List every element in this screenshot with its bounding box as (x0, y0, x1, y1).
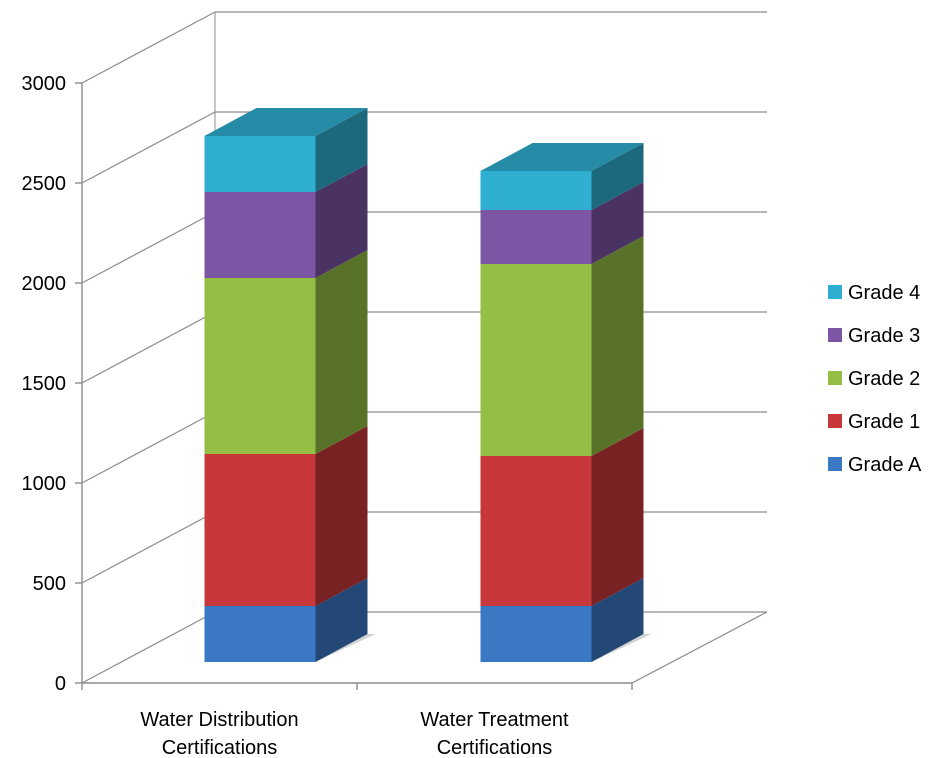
legend: Grade 4 Grade 3 Grade 2 Grade 1 Grade A (828, 282, 922, 476)
floor-right-edge (631, 611, 768, 684)
bar-segment-grade-3 (480, 210, 592, 264)
bar-segment-grade-a (204, 606, 316, 662)
gridline-side (81, 111, 216, 184)
bar-side-grade-1 (315, 426, 368, 606)
gridline-side (81, 511, 216, 584)
bar-segment-grade-1 (480, 456, 592, 606)
y-tick-label: 2500 (22, 173, 67, 195)
y-tick-label: 3000 (22, 73, 67, 95)
bar-side-grade-4 (591, 143, 644, 210)
x-category-label: Water Distribution Certifications (140, 709, 298, 758)
bar-top-grade-4 (480, 143, 644, 171)
gridline-side (81, 411, 216, 484)
bar-segment-grade-2 (480, 264, 592, 456)
x-category-label: Water Treatment Certifications (420, 709, 569, 758)
legend-swatch-grade-3 (828, 328, 842, 342)
legend-swatch-grade-2 (828, 371, 842, 385)
label-layer: 0 500 1000 1500 2000 2500 3000 Water Distributi… (22, 73, 570, 758)
gridline-side (81, 211, 216, 284)
x-category-label-line: Certifications (437, 737, 553, 758)
x-category-label-line: Water Distribution (140, 709, 298, 731)
x-category-label-line: Certifications (162, 737, 278, 758)
legend-label-grade-4: Grade 4 (848, 282, 920, 304)
legend-label-grade-a: Grade A (848, 454, 922, 476)
legend-swatch-grade-4 (828, 285, 842, 299)
gridline-side (81, 311, 216, 384)
gridline-side (81, 11, 216, 84)
gridline-side (81, 611, 216, 684)
grid-layer (81, 11, 768, 684)
legend-swatch-grade-a (828, 457, 842, 471)
axis-layer (75, 82, 633, 690)
bar-segment-grade-4 (204, 136, 316, 192)
bar-side-grade-3 (591, 182, 644, 264)
bar-layer (204, 108, 652, 662)
y-tick-label: 1500 (22, 373, 67, 395)
x-category-label-line: Water Treatment (420, 709, 569, 731)
bar-top-grade-4 (204, 108, 368, 136)
legend-swatch-grade-1 (828, 414, 842, 428)
bar-side-grade-1 (591, 428, 644, 606)
bar-segment-grade-3 (204, 192, 316, 278)
bar-side-grade-2 (591, 236, 644, 456)
bar-segment-grade-4 (480, 171, 592, 210)
legend-label-grade-3: Grade 3 (848, 325, 920, 347)
y-tick-label: 2000 (22, 273, 67, 295)
legend-label-grade-1: Grade 1 (848, 411, 920, 433)
bar-side-grade-3 (315, 164, 368, 278)
y-tick-label: 1000 (22, 473, 67, 495)
bar-side-grade-2 (315, 250, 368, 454)
bar-segment-grade-a (480, 606, 592, 662)
legend-label-grade-2: Grade 2 (848, 368, 920, 390)
y-tick-label: 500 (33, 573, 66, 595)
bar-segment-grade-1 (204, 454, 316, 606)
y-tick-label: 0 (55, 673, 66, 695)
bar-segment-grade-2 (204, 278, 316, 454)
